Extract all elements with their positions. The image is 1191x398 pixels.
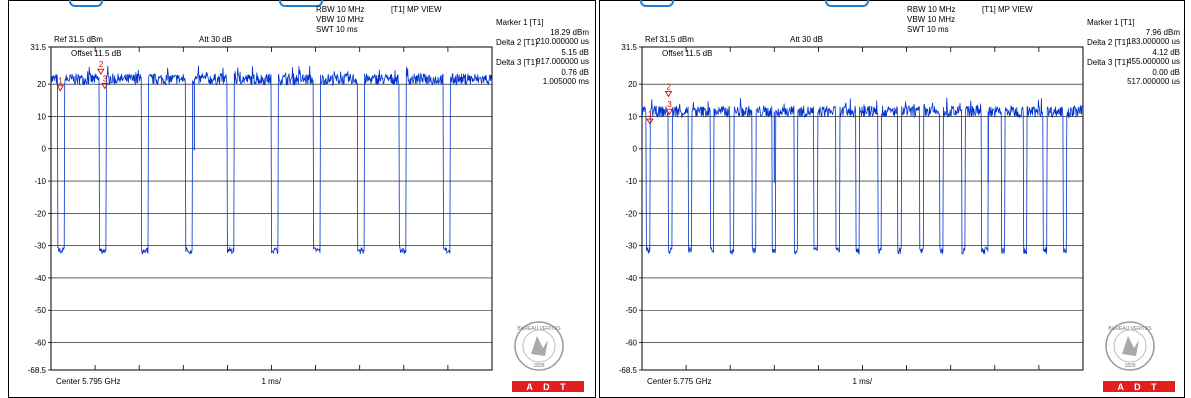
marker-triangle (665, 108, 674, 116)
center-frequency-label: Center 5.775 GHz (647, 377, 711, 386)
y-tick-label: -20 (625, 209, 637, 218)
marker-triangle (646, 118, 654, 125)
marker-level: 18.29 dBm (550, 28, 589, 37)
vbw-label: VBW 10 MHz (907, 15, 955, 24)
y-tick-label: -10 (625, 177, 637, 186)
logo-seal-inner (522, 329, 556, 363)
logo-text: BUREAU VERITAS (1108, 326, 1152, 332)
header-tab-decoration (640, 0, 674, 7)
y-tick-label: -20 (34, 209, 46, 218)
header-tab-decoration (279, 0, 323, 7)
logo-text: BUREAU VERITAS (517, 326, 561, 332)
adt-band (512, 381, 584, 392)
y-tick-label: 20 (628, 80, 637, 89)
adt-label: A D T (526, 382, 569, 392)
marker-title: Marker 1 [T1] (1087, 18, 1135, 27)
y-tick-label: -68.5 (619, 366, 638, 375)
y-tick-label: -40 (34, 274, 46, 283)
marker-title: Delta 2 [T1] (1087, 38, 1128, 47)
marker-level: 7.96 dBm (1146, 28, 1181, 37)
attenuation-label: Att 30 dB (790, 35, 823, 44)
marker-triangle (97, 68, 105, 76)
marker-number: 3 (667, 100, 672, 109)
y-tick-label: -60 (34, 339, 46, 348)
y-tick-label: -10 (34, 177, 46, 186)
header-tab-decoration (825, 0, 869, 7)
y-tick-label: 0 (633, 145, 638, 154)
logo-seal-inner (1113, 329, 1147, 363)
marker-time: 1.005000 ms (543, 77, 589, 86)
adt-band (1103, 381, 1175, 392)
marker-level: 0.00 dB (1152, 68, 1180, 77)
span-per-division-label: 1 ms/ (262, 377, 282, 386)
marker-title: Marker 1 [T1] (496, 18, 544, 27)
logo-emblem (531, 336, 548, 356)
center-frequency-label: Center 5.795 GHz (56, 377, 120, 386)
ref-level-label: Ref 31.5 dBm (645, 35, 694, 44)
marker-number: 2 (99, 60, 104, 69)
y-tick-label: 10 (37, 112, 46, 121)
swt-label: SWT 10 ms (316, 25, 358, 34)
trace-mode-label: [T1] MP VIEW (982, 5, 1033, 14)
marker-time: 183.000000 us (1127, 37, 1180, 46)
analyzer-panel-left: RBW 10 MHz VBW 10 MHz SWT 10 ms [T1] MP VIE… (8, 0, 596, 398)
marker-number: 2 (666, 82, 671, 91)
y-tick-label: -50 (34, 306, 46, 315)
trace-line (641, 97, 1084, 256)
y-tick-label: 31.5 (30, 43, 46, 52)
y-tick-label: 0 (42, 145, 47, 154)
marker-title: Delta 3 [T1] (496, 58, 537, 67)
analyzer-panel-right: RBW 10 MHz VBW 10 MHz SWT 10 ms [T1] MP VIE… (599, 0, 1185, 398)
offset-label: Offset 11.5 dB (662, 49, 712, 58)
marker-title: Delta 2 [T1] (496, 38, 537, 47)
marker-triangle (101, 82, 109, 90)
offset-label: Offset 11.5 dB (71, 49, 121, 58)
y-tick-label: -50 (625, 306, 637, 315)
ref-level-label: Ref 31.5 dBm (54, 35, 103, 44)
attenuation-label: Att 30 dB (199, 35, 232, 44)
rbw-label: RBW 10 MHz (907, 5, 955, 14)
logo-year: 1828 (1124, 363, 1135, 369)
trace-line (50, 65, 493, 255)
marker-time: 917.000000 us (536, 57, 589, 66)
swt-label: SWT 10 ms (907, 25, 949, 34)
y-tick-label: -30 (625, 242, 637, 251)
marker-time: 517.000000 us (1127, 77, 1180, 86)
marker-level: 4.12 dB (1152, 48, 1180, 57)
marker-number: 3 (103, 74, 108, 83)
marker-number: 1 (648, 110, 653, 119)
marker-number: 1 (58, 77, 63, 86)
y-tick-label: 10 (628, 112, 637, 121)
logo-emblem (1122, 336, 1139, 356)
marker-title: Delta 3 [T1] (1087, 58, 1128, 67)
y-tick-label: -30 (34, 242, 46, 251)
y-tick-label: 20 (37, 80, 46, 89)
marker-level: 0.76 dB (561, 68, 589, 77)
marker-level: 5.15 dB (561, 48, 589, 57)
rbw-label: RBW 10 MHz (316, 5, 364, 14)
marker-time: 210.000000 us (536, 37, 589, 46)
plot-area (641, 46, 1084, 371)
marker-triangle (664, 91, 673, 98)
y-tick-label: -68.5 (28, 366, 47, 375)
trace-mode-label: [T1] MP VIEW (391, 5, 442, 14)
y-tick-label: -40 (625, 274, 637, 283)
header-tab-decoration (69, 0, 103, 7)
adt-label: A D T (1117, 382, 1160, 392)
y-tick-label: 31.5 (621, 43, 637, 52)
span-per-division-label: 1 ms/ (853, 377, 873, 386)
marker-triangle (56, 85, 65, 92)
vbw-label: VBW 10 MHz (316, 15, 364, 24)
marker-time: 455.000000 us (1127, 57, 1180, 66)
logo-year: 1828 (533, 363, 544, 369)
y-tick-label: -60 (625, 339, 637, 348)
